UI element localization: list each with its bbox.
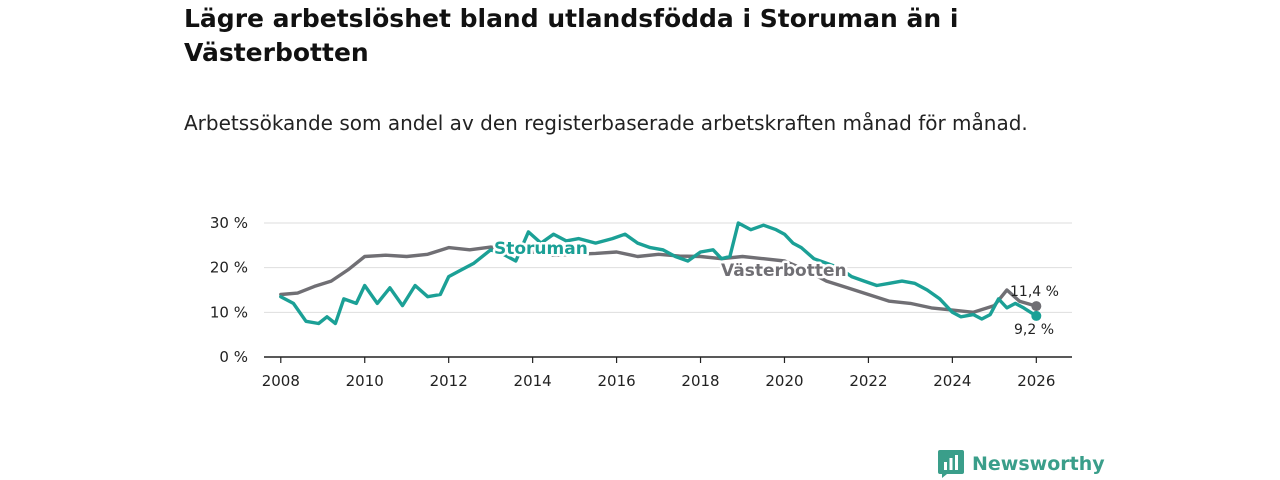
series-lines [279, 221, 1042, 326]
x-tick-label: 2008 [262, 372, 300, 390]
series-line-storuman [279, 221, 1039, 326]
x-tick-label: 2026 [1017, 372, 1055, 390]
newsworthy-logo-text: Newsworthy [972, 453, 1105, 475]
line-chart: 0 % 10 % 20 % 30 % 2008 2010 2012 2014 2016 2018… [210, 214, 1072, 390]
x-tick-label: 2024 [933, 372, 971, 390]
y-axis-tick-labels: 0 % 10 % 20 % 30 % [210, 214, 248, 366]
series-line-vasterbotten [279, 245, 1039, 314]
chart-title: Lägre arbetslöshet bland utlandsfödda i … [184, 4, 959, 67]
x-tick-label: 2020 [765, 372, 803, 390]
x-tick-label: 2018 [681, 372, 719, 390]
gridlines [264, 222, 1072, 313]
y-tick-label: 30 % [210, 214, 248, 232]
x-tick-label: 2010 [346, 372, 384, 390]
end-point-vasterbotten [1031, 301, 1042, 312]
series-label-vasterbotten: Västerbotten [721, 261, 847, 281]
x-axis: 2008 2010 2012 2014 2016 2018 2020 2022 2024 2026 [262, 356, 1072, 390]
end-value-label-vasterbotten: 11,4 % [1010, 284, 1059, 300]
newsworthy-logo[interactable]: Newsworthy [938, 448, 1105, 480]
y-tick-label: 10 % [210, 303, 248, 321]
x-tick-label: 2022 [849, 372, 887, 390]
x-tick-label: 2016 [597, 372, 635, 390]
series-labels: Storuman Västerbotten 11,4 % 9,2 % [492, 237, 1059, 339]
end-point-storuman [1031, 310, 1042, 321]
series-label-storuman: Storuman [494, 239, 588, 259]
end-value-label-storuman: 9,2 % [1014, 322, 1054, 338]
y-tick-label: 0 % [219, 348, 248, 366]
chart-subtitle: Arbetssökande som andel av den registerb… [184, 111, 1028, 135]
x-tick-label: 2012 [430, 372, 468, 390]
newsworthy-logo-icon [938, 450, 964, 478]
y-tick-label: 20 % [210, 259, 248, 277]
x-tick-label: 2014 [514, 372, 552, 390]
